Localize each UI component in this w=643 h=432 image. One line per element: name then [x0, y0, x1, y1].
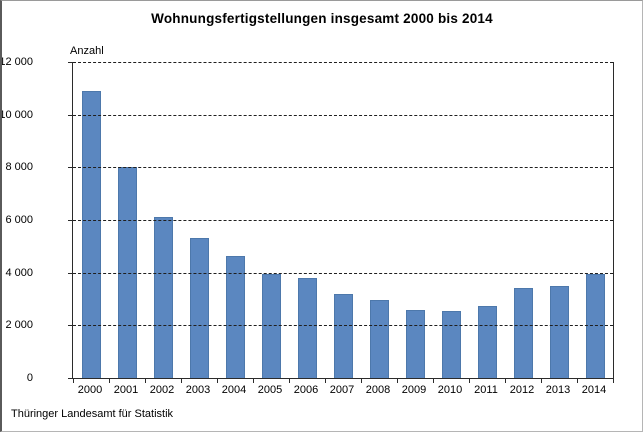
bar-slot-2011: [469, 62, 505, 378]
bar-2004: [225, 256, 245, 378]
x-tick-mark: [217, 379, 218, 383]
x-label-2004: 2004: [221, 384, 247, 396]
y-tick-label: 6 000: [5, 214, 33, 226]
x-tick-mark: [613, 379, 614, 383]
bar-slot-2012: [505, 62, 541, 378]
x-tick-mark: [397, 379, 398, 383]
gridline-12000: [73, 62, 613, 63]
x-label-2001: 2001: [113, 384, 139, 396]
y-tick-mark: [68, 114, 72, 116]
x-label-2006: 2006: [293, 384, 319, 396]
gridline-4000: [73, 272, 613, 274]
y-tick-label: 12 000: [0, 56, 33, 68]
y-tick-label: 2 000: [5, 319, 33, 332]
x-label-2007: 2007: [329, 384, 355, 396]
bar-2006: [297, 278, 317, 378]
bar-2000: [81, 91, 101, 378]
bar-2003: [189, 238, 209, 378]
x-label-2012: 2012: [509, 384, 535, 396]
x-tick-mark: [109, 379, 110, 383]
x-label-2005: 2005: [257, 384, 283, 396]
bar-slot-2008: [361, 62, 397, 378]
y-tick-mark: [68, 167, 72, 169]
x-label-2003: 2003: [185, 384, 211, 396]
gridline-8000: [73, 167, 613, 169]
x-tick-mark: [253, 379, 254, 383]
x-label-2014: 2014: [581, 384, 607, 396]
y-tick-label: 10 000: [0, 108, 33, 121]
y-tick-mark: [68, 378, 72, 379]
gridline-2000: [73, 325, 613, 327]
bar-2011: [477, 306, 497, 378]
x-label-2008: 2008: [365, 384, 391, 396]
x-tick-mark: [469, 379, 470, 383]
y-tick-mark: [68, 325, 72, 327]
y-tick-mark: [68, 220, 72, 221]
bar-slot-2009: [397, 62, 433, 378]
y-tick-mark: [68, 62, 72, 63]
y-tick-label: 8 000: [5, 161, 33, 174]
x-tick-mark: [433, 379, 434, 383]
bar-2009: [405, 310, 425, 378]
x-tick-mark: [541, 379, 542, 383]
chart-title: Wohnungsfertigstellungen insgesamt 2000 …: [151, 11, 493, 26]
bar-slot-2007: [325, 62, 361, 378]
source-note: Thüringer Landesamt für Statistik: [11, 408, 174, 420]
bar-2010: [441, 311, 461, 378]
gridline-6000: [73, 220, 613, 221]
x-label-2013: 2013: [545, 384, 571, 396]
x-tick-mark: [325, 379, 326, 383]
x-label-2000: 2000: [77, 384, 103, 396]
bar-2002: [153, 217, 173, 378]
x-label-2011: 2011: [474, 384, 498, 396]
x-label-2009: 2009: [401, 384, 427, 396]
plot-area: 0 2 000 4 000 6 000 8 000 10 000 12 000: [2, 56, 614, 384]
bar-slot-2013: [541, 62, 577, 378]
bar-2007: [333, 294, 353, 378]
bar-slot-2004: [217, 62, 253, 378]
bar-slot-2000: [73, 62, 109, 378]
x-label-2002: 2002: [149, 384, 175, 396]
gridline-10000: [73, 114, 613, 116]
x-label-2010: 2010: [437, 384, 463, 396]
bar-2012: [513, 288, 533, 378]
y-tick-label: 4 000: [5, 266, 33, 279]
x-tick-mark: [289, 379, 290, 383]
bar-slot-2002: [145, 62, 181, 378]
x-tick-mark: [505, 379, 506, 383]
x-axis-labels: 2000 2001 2002 2003 2004 2005 2006 2007 2008 2009…: [72, 384, 612, 396]
x-tick-mark: [145, 379, 146, 383]
y-tick-mark: [68, 272, 72, 274]
bar-2008: [369, 300, 389, 378]
bar-slot-2006: [289, 62, 325, 378]
y-axis-title: Anzahl: [70, 45, 104, 57]
x-tick-mark: [361, 379, 362, 383]
bar-slot-2010: [433, 62, 469, 378]
y-tick-label: 0: [26, 372, 33, 384]
bar-2013: [549, 286, 569, 378]
x-tick-mark: [73, 379, 74, 383]
x-tick-mark: [577, 379, 578, 383]
x-tick-mark: [181, 379, 182, 383]
